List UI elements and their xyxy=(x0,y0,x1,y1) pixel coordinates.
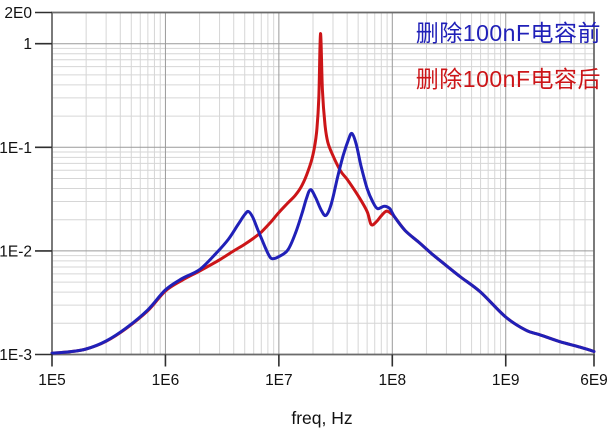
svg-text:1E-1: 1E-1 xyxy=(0,140,32,157)
svg-text:1E-3: 1E-3 xyxy=(0,347,32,364)
grid-minor-lines xyxy=(52,12,594,355)
axis-ticks xyxy=(35,11,595,367)
svg-text:1E-2: 1E-2 xyxy=(0,243,32,260)
grid-major-lines xyxy=(52,12,594,355)
legend-label-after-removal: 删除100nF电容后 xyxy=(416,66,601,92)
svg-text:1E7: 1E7 xyxy=(265,372,293,389)
svg-text:1E8: 1E8 xyxy=(379,372,407,389)
plot-border xyxy=(51,11,595,356)
svg-text:1: 1 xyxy=(23,36,32,53)
svg-text:1E9: 1E9 xyxy=(492,372,520,389)
series-curves xyxy=(50,32,596,355)
legend-label-before-removal: 删除100nF电容前 xyxy=(416,20,601,46)
svg-text:1E6: 1E6 xyxy=(152,372,180,389)
axis-tick-labels: 1E5 1E6 1E7 1E8 1E9 6E9 2E0 1 1E-1 1E-2 1E-3 xyxy=(0,5,608,389)
svg-text:6E9: 6E9 xyxy=(580,372,608,389)
x-axis-title: freq, Hz xyxy=(291,408,352,428)
svg-text:1E5: 1E5 xyxy=(38,372,66,389)
svg-text:2E0: 2E0 xyxy=(4,5,32,22)
